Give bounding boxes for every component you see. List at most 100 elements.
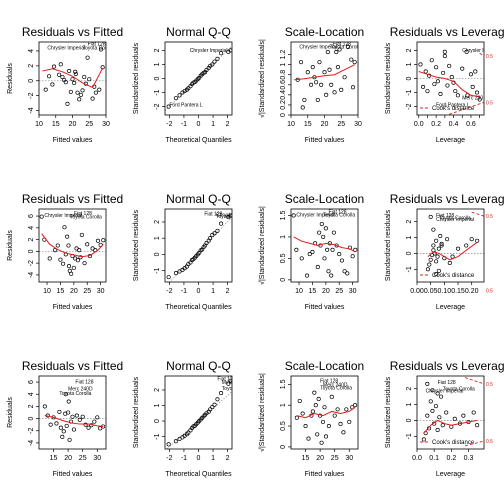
x-tick-label: 0.10 xyxy=(438,288,452,295)
x-tick-label: 25 xyxy=(337,121,345,128)
y-tick-label: 0 xyxy=(28,249,35,253)
x-tick-label: 0.3 xyxy=(464,455,474,462)
y-axis-label: Standardized residuals xyxy=(133,376,140,448)
data-point xyxy=(455,246,461,251)
data-point xyxy=(219,221,224,226)
data-point xyxy=(294,247,299,252)
data-point xyxy=(464,243,469,248)
data-point xyxy=(92,419,97,424)
point-label: Merc 240D xyxy=(68,387,93,393)
data-point xyxy=(350,85,356,90)
data-point xyxy=(98,47,104,52)
data-point xyxy=(314,80,319,85)
data-point xyxy=(335,65,340,70)
data-point xyxy=(66,399,71,404)
point-label: Toyota Corolla xyxy=(83,45,115,51)
x-tick-label: 20 xyxy=(69,121,77,128)
y-tick-label: 1 xyxy=(280,403,287,407)
plot-frame xyxy=(290,41,359,116)
diagnostic-panel: Normal Q-Q Theoretical Quantiles Standardi… xyxy=(133,359,254,478)
data-point xyxy=(212,402,217,407)
data-point xyxy=(423,69,428,74)
y-tick-label: -1 xyxy=(154,433,161,439)
y-tick-label: 2 xyxy=(28,404,35,408)
legend-label: Cook's distance xyxy=(432,106,475,112)
diagnostic-panel: Normal Q-Q Theoretical Quantiles Standardi… xyxy=(133,25,233,144)
data-point xyxy=(46,74,52,79)
diagnostic-panel: Residuals vs Leverage Leverage Standardize… xyxy=(385,192,504,311)
y-axis-label: Standardized residuals xyxy=(133,42,140,114)
data-point xyxy=(475,423,480,428)
x-axis-label: Leverage xyxy=(436,471,465,478)
data-point xyxy=(204,68,209,73)
data-point xyxy=(316,396,321,401)
y-tick-label: 2 xyxy=(28,64,35,68)
point-label: Fiat 128 xyxy=(204,211,222,217)
diagnostic-panel: Scale-Location Fitted values √|Standardize… xyxy=(258,25,364,144)
data-point xyxy=(58,257,63,262)
panel-title: Residuals vs Leverage xyxy=(390,192,504,206)
y-tick-label: -4 xyxy=(28,272,35,278)
point-label: Toyota Corolla xyxy=(70,214,102,220)
plot-frame xyxy=(38,41,107,116)
data-point xyxy=(345,44,351,50)
x-tick-label: 20 xyxy=(70,288,78,295)
plot-frame xyxy=(416,208,485,283)
contour-level-label: 0.5 xyxy=(486,382,493,388)
panel-title: Normal Q-Q xyxy=(166,359,231,373)
smoother-line xyxy=(44,415,104,427)
data-point xyxy=(433,404,438,409)
data-point xyxy=(313,403,318,408)
y-tick-label: -2 xyxy=(28,260,35,266)
data-point xyxy=(353,403,358,408)
data-point xyxy=(95,415,100,420)
data-point xyxy=(226,381,231,386)
data-point xyxy=(61,261,66,266)
data-point xyxy=(339,258,344,263)
smoother-line xyxy=(296,406,356,419)
y-tick-label: 1 xyxy=(154,403,161,407)
legend-label: Cook's distance xyxy=(432,440,475,446)
y-tick-label: -1 xyxy=(406,433,413,439)
contour-level-label: 0.5 xyxy=(486,214,493,220)
data-point xyxy=(342,75,347,80)
data-point xyxy=(330,247,335,252)
x-tick-label: 0 xyxy=(197,121,201,128)
y-tick-label: 0 xyxy=(28,417,35,421)
point-label: Chrysler Imperial xyxy=(190,48,228,54)
point-label: Merc 240D xyxy=(323,382,348,388)
data-point xyxy=(297,398,302,404)
point-label: Merc 230 xyxy=(462,96,483,102)
point-label: Chrysler Imperial xyxy=(44,213,82,219)
data-point xyxy=(437,415,442,420)
data-point xyxy=(43,87,48,92)
point-label: Chrysler Imperial xyxy=(436,217,474,223)
x-tick-label: 1 xyxy=(211,121,215,128)
data-point xyxy=(73,71,78,77)
data-point xyxy=(332,90,337,95)
x-tick-label: 10 xyxy=(43,288,51,295)
y-axis-label: Residuals xyxy=(7,397,14,428)
x-tick-label: 30 xyxy=(354,121,362,128)
data-point xyxy=(306,436,311,441)
data-point xyxy=(299,256,304,261)
x-tick-label: 30 xyxy=(345,455,353,462)
data-point xyxy=(78,92,83,97)
data-point xyxy=(83,422,88,427)
x-tick-label: 15 xyxy=(304,121,312,128)
data-point xyxy=(425,381,430,386)
x-axis-label: Fitted values xyxy=(305,137,345,144)
y-tick-label: 0 xyxy=(28,79,35,83)
point-label: Toyota Corolla xyxy=(222,386,254,392)
x-axis-label: Fitted values xyxy=(305,471,345,478)
y-tick-label: 6 xyxy=(28,380,35,384)
data-point xyxy=(80,88,85,93)
data-point xyxy=(452,416,457,421)
data-point xyxy=(326,424,331,429)
data-point xyxy=(65,101,70,106)
